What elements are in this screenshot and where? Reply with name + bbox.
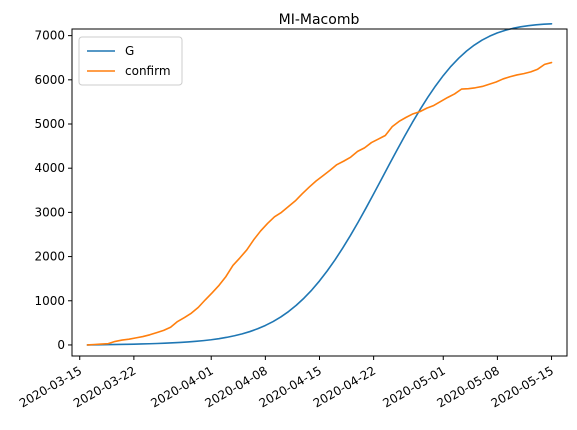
plot-frame xyxy=(71,28,568,357)
y-tick-label: 3000 xyxy=(34,205,65,219)
y-tick-label: 5000 xyxy=(34,117,65,131)
series-line-confirm xyxy=(86,61,553,346)
legend-label-confirm: confirm xyxy=(125,64,171,78)
series-layer xyxy=(86,22,553,346)
legend-label-G: G xyxy=(125,44,134,58)
y-tick-label: 0 xyxy=(57,338,65,352)
y-tick-label: 7000 xyxy=(34,29,65,43)
y-tick-label: 2000 xyxy=(34,250,65,264)
legend-box xyxy=(78,36,183,86)
series-line-G xyxy=(86,22,553,346)
y-tick-label: 4000 xyxy=(34,161,65,175)
y-tick-label: 6000 xyxy=(34,73,65,87)
y-tick-label: 1000 xyxy=(34,294,65,308)
chart-title: MI-Macomb xyxy=(279,12,360,28)
y-axis: 0 1000 2000 3000 4000 5000 6000 7000 xyxy=(34,29,72,352)
